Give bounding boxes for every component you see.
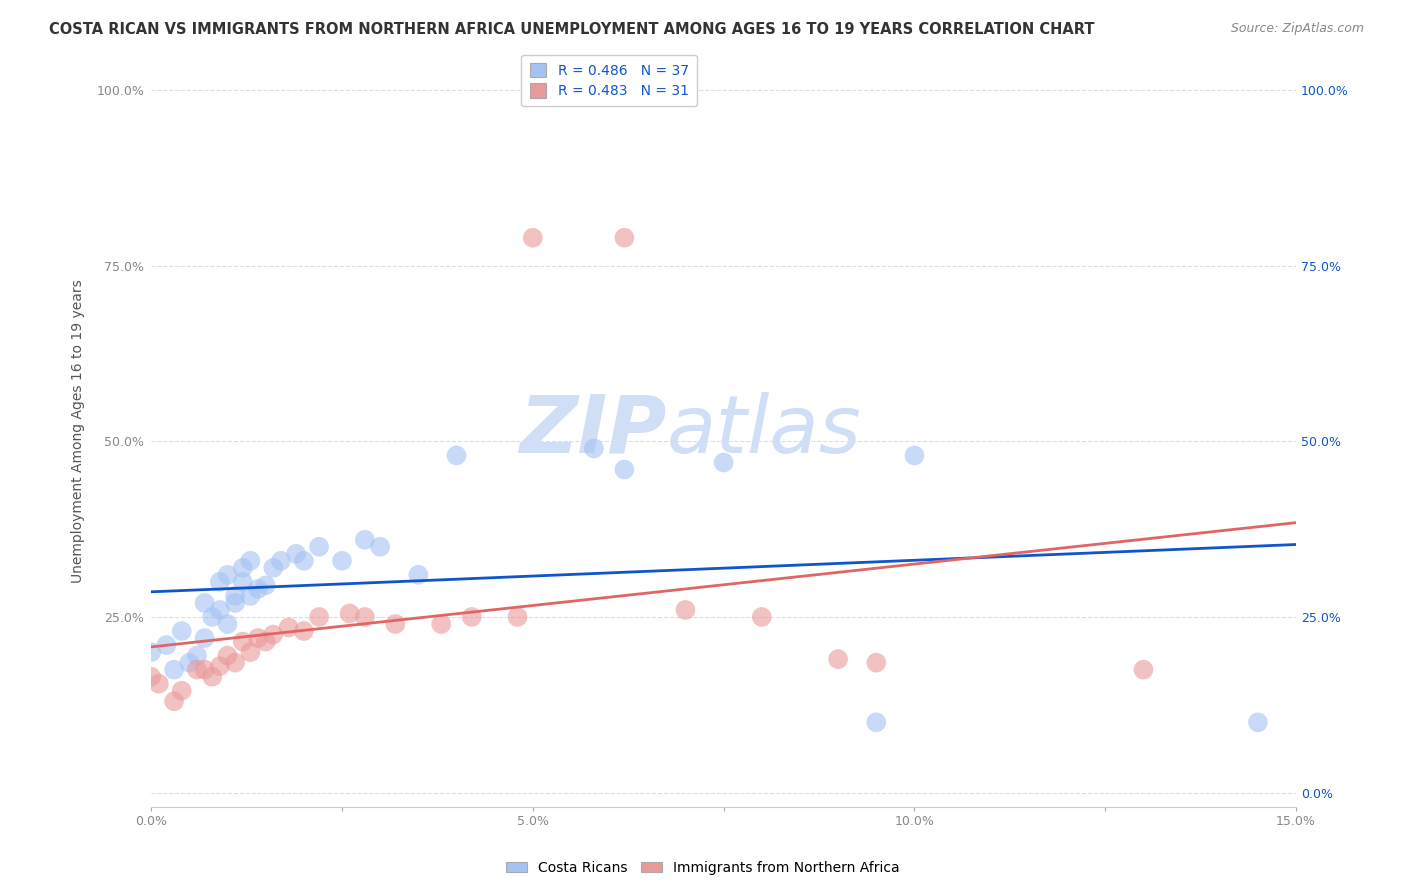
Point xyxy=(277,620,299,634)
Point xyxy=(430,617,453,632)
Point xyxy=(1132,663,1154,677)
Point xyxy=(384,617,406,632)
Point xyxy=(201,610,224,624)
Point xyxy=(865,715,887,730)
Legend: R = 0.486   N = 37, R = 0.483   N = 31: R = 0.486 N = 37, R = 0.483 N = 31 xyxy=(522,54,697,106)
Point xyxy=(194,596,217,610)
Point xyxy=(155,638,177,652)
Point xyxy=(865,656,887,670)
Point xyxy=(239,645,262,659)
Point xyxy=(582,442,605,456)
Point xyxy=(217,567,239,582)
Point xyxy=(308,540,330,554)
Point xyxy=(903,449,925,463)
Point xyxy=(308,610,330,624)
Point xyxy=(262,627,284,641)
Point xyxy=(232,634,254,648)
Legend: Costa Ricans, Immigrants from Northern Africa: Costa Ricans, Immigrants from Northern A… xyxy=(501,855,905,880)
Point xyxy=(285,547,308,561)
Point xyxy=(408,567,430,582)
Text: ZIP: ZIP xyxy=(519,392,666,470)
Text: Source: ZipAtlas.com: Source: ZipAtlas.com xyxy=(1230,22,1364,36)
Point xyxy=(194,663,217,677)
Point xyxy=(163,663,186,677)
Point xyxy=(170,683,193,698)
Point xyxy=(217,617,239,632)
Point xyxy=(224,596,246,610)
Point xyxy=(506,610,529,624)
Point xyxy=(368,540,391,554)
Point xyxy=(247,631,270,645)
Point xyxy=(827,652,849,666)
Point xyxy=(461,610,484,624)
Point xyxy=(675,603,697,617)
Point xyxy=(208,659,231,673)
Point xyxy=(148,676,170,690)
Point xyxy=(232,561,254,575)
Point xyxy=(292,624,315,638)
Point xyxy=(239,589,262,603)
Point xyxy=(1247,715,1270,730)
Point xyxy=(163,694,186,708)
Point xyxy=(170,624,193,638)
Text: atlas: atlas xyxy=(666,392,860,470)
Point xyxy=(270,554,292,568)
Point xyxy=(292,554,315,568)
Point xyxy=(208,603,231,617)
Point xyxy=(201,670,224,684)
Point xyxy=(217,648,239,663)
Point xyxy=(330,554,353,568)
Point xyxy=(247,582,270,596)
Point xyxy=(354,610,377,624)
Point xyxy=(186,648,208,663)
Point xyxy=(224,589,246,603)
Point xyxy=(522,231,544,245)
Point xyxy=(613,462,636,476)
Text: COSTA RICAN VS IMMIGRANTS FROM NORTHERN AFRICA UNEMPLOYMENT AMONG AGES 16 TO 19 : COSTA RICAN VS IMMIGRANTS FROM NORTHERN … xyxy=(49,22,1095,37)
Point xyxy=(141,645,163,659)
Point xyxy=(224,656,246,670)
Y-axis label: Unemployment Among Ages 16 to 19 years: Unemployment Among Ages 16 to 19 years xyxy=(72,279,86,582)
Point xyxy=(339,607,361,621)
Point xyxy=(446,449,468,463)
Point xyxy=(262,561,284,575)
Point xyxy=(239,554,262,568)
Point xyxy=(713,455,735,469)
Point xyxy=(179,656,201,670)
Point xyxy=(141,670,163,684)
Point xyxy=(232,574,254,589)
Point xyxy=(254,578,277,592)
Point xyxy=(751,610,773,624)
Point xyxy=(186,663,208,677)
Point xyxy=(194,631,217,645)
Point xyxy=(208,574,231,589)
Point xyxy=(354,533,377,547)
Point xyxy=(613,231,636,245)
Point xyxy=(254,634,277,648)
